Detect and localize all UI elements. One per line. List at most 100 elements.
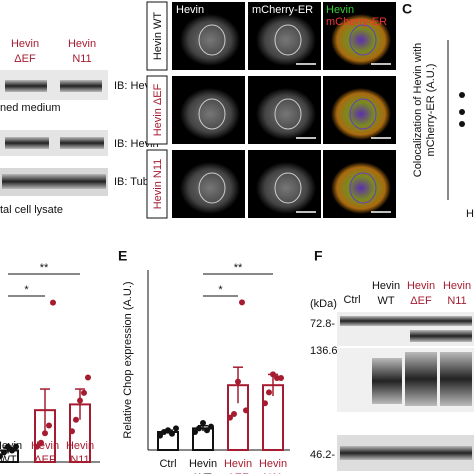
cell bbox=[256, 162, 316, 214]
data-point bbox=[165, 427, 171, 434]
x-tick-label: Hevin bbox=[31, 440, 59, 452]
panel-letter: F bbox=[314, 248, 323, 264]
row-box bbox=[146, 149, 168, 219]
panel-a bbox=[0, 70, 108, 196]
cell bbox=[180, 162, 240, 214]
lane-label: N11 bbox=[72, 53, 91, 65]
band bbox=[405, 352, 437, 406]
y-axis-label: Relative Chop expression (A.U.) bbox=[122, 281, 134, 438]
x-tick-label: Hevin bbox=[224, 458, 252, 470]
data-point bbox=[235, 378, 241, 385]
significance-label: ** bbox=[234, 262, 243, 274]
significance-label: * bbox=[218, 284, 223, 296]
row-label: Hevin N11 bbox=[152, 159, 164, 210]
data-point bbox=[200, 420, 206, 426]
data-point bbox=[208, 423, 214, 430]
nucleus bbox=[349, 98, 377, 130]
band bbox=[440, 352, 472, 406]
x-tick-label: WT bbox=[0, 454, 17, 466]
panel-b-images bbox=[172, 2, 396, 218]
data-point bbox=[243, 407, 249, 414]
data-point bbox=[204, 427, 210, 434]
cell bbox=[180, 88, 240, 140]
x-tick-label: N11 bbox=[70, 454, 89, 466]
data-point bbox=[1, 449, 7, 456]
c-dot bbox=[459, 109, 465, 115]
x-tick-label: Hevin bbox=[259, 458, 287, 470]
data-point bbox=[278, 375, 284, 381]
data-point bbox=[173, 425, 179, 432]
significance-label: ** bbox=[40, 262, 49, 274]
x-tick-label: ΔEF bbox=[227, 472, 249, 474]
lane-label: Hevin bbox=[443, 280, 471, 292]
data-point bbox=[192, 429, 198, 435]
band bbox=[340, 316, 472, 326]
band bbox=[410, 330, 472, 342]
row-box bbox=[146, 1, 168, 71]
caption: ned medium bbox=[0, 102, 61, 114]
unit-label: (kDa) bbox=[310, 298, 337, 310]
data-point bbox=[5, 443, 11, 450]
x-tick-label: Ctrl bbox=[159, 458, 176, 470]
data-point bbox=[34, 443, 40, 450]
lane-label: Ctrl bbox=[343, 294, 360, 306]
band bbox=[5, 137, 49, 149]
x-tick-label: H bbox=[466, 208, 474, 220]
band bbox=[60, 137, 104, 149]
data-point bbox=[85, 374, 91, 381]
data-point bbox=[46, 422, 52, 429]
cell bbox=[180, 14, 240, 66]
x-tick-label: N11 bbox=[263, 472, 282, 474]
marker-label: 72.8- bbox=[310, 318, 335, 330]
caption: tal cell lysate bbox=[0, 204, 63, 216]
panel-f-blots bbox=[337, 312, 474, 471]
nucleus bbox=[274, 24, 302, 56]
data-point bbox=[169, 430, 175, 437]
x-tick-label: Hevin bbox=[189, 458, 217, 470]
data-point bbox=[9, 447, 15, 454]
row-label: Hevin WT bbox=[152, 12, 164, 61]
data-point bbox=[77, 397, 83, 404]
nucleus bbox=[349, 172, 377, 204]
lane-label: ΔEF bbox=[410, 295, 432, 307]
data-point bbox=[73, 416, 79, 423]
data-point bbox=[231, 411, 237, 417]
cell bbox=[256, 88, 316, 140]
lane-label: WT bbox=[377, 295, 394, 307]
lane-label: N11 bbox=[447, 295, 466, 307]
row-label: Hevin ΔEF bbox=[152, 83, 164, 136]
data-point bbox=[239, 299, 245, 306]
data-point bbox=[196, 425, 202, 432]
data-point bbox=[42, 430, 48, 437]
lane-label: Hevin bbox=[11, 38, 39, 50]
data-point bbox=[227, 414, 233, 421]
cell bbox=[331, 14, 391, 66]
nucleus bbox=[274, 98, 302, 130]
x-tick-label: Hevin bbox=[0, 440, 22, 452]
cell bbox=[256, 14, 316, 66]
lane-label: Hevin bbox=[372, 280, 400, 292]
lane-label: Hevin bbox=[68, 38, 96, 50]
image-header: mCherry-ER bbox=[326, 16, 387, 28]
marker-label: 46.2- bbox=[310, 449, 335, 461]
cell bbox=[331, 88, 391, 140]
data-point bbox=[262, 400, 268, 407]
band bbox=[340, 446, 472, 460]
x-tick-label: WT bbox=[194, 472, 211, 474]
image-header: Hevin bbox=[176, 4, 204, 16]
panel-letter: E bbox=[118, 248, 127, 264]
x-tick-label: ΔEF bbox=[34, 454, 56, 466]
nucleus bbox=[198, 24, 226, 56]
nucleus bbox=[198, 98, 226, 130]
data-point bbox=[81, 389, 87, 396]
cell bbox=[331, 162, 391, 214]
data-point bbox=[69, 428, 75, 435]
y-axis-label: mCherry-ER (A.U.) bbox=[425, 64, 437, 157]
panel-letter: C bbox=[402, 1, 412, 17]
row-box bbox=[146, 75, 168, 145]
nucleus bbox=[349, 24, 377, 56]
data-point bbox=[38, 439, 44, 446]
band bbox=[5, 80, 47, 92]
lane-label: Hevin bbox=[407, 280, 435, 292]
